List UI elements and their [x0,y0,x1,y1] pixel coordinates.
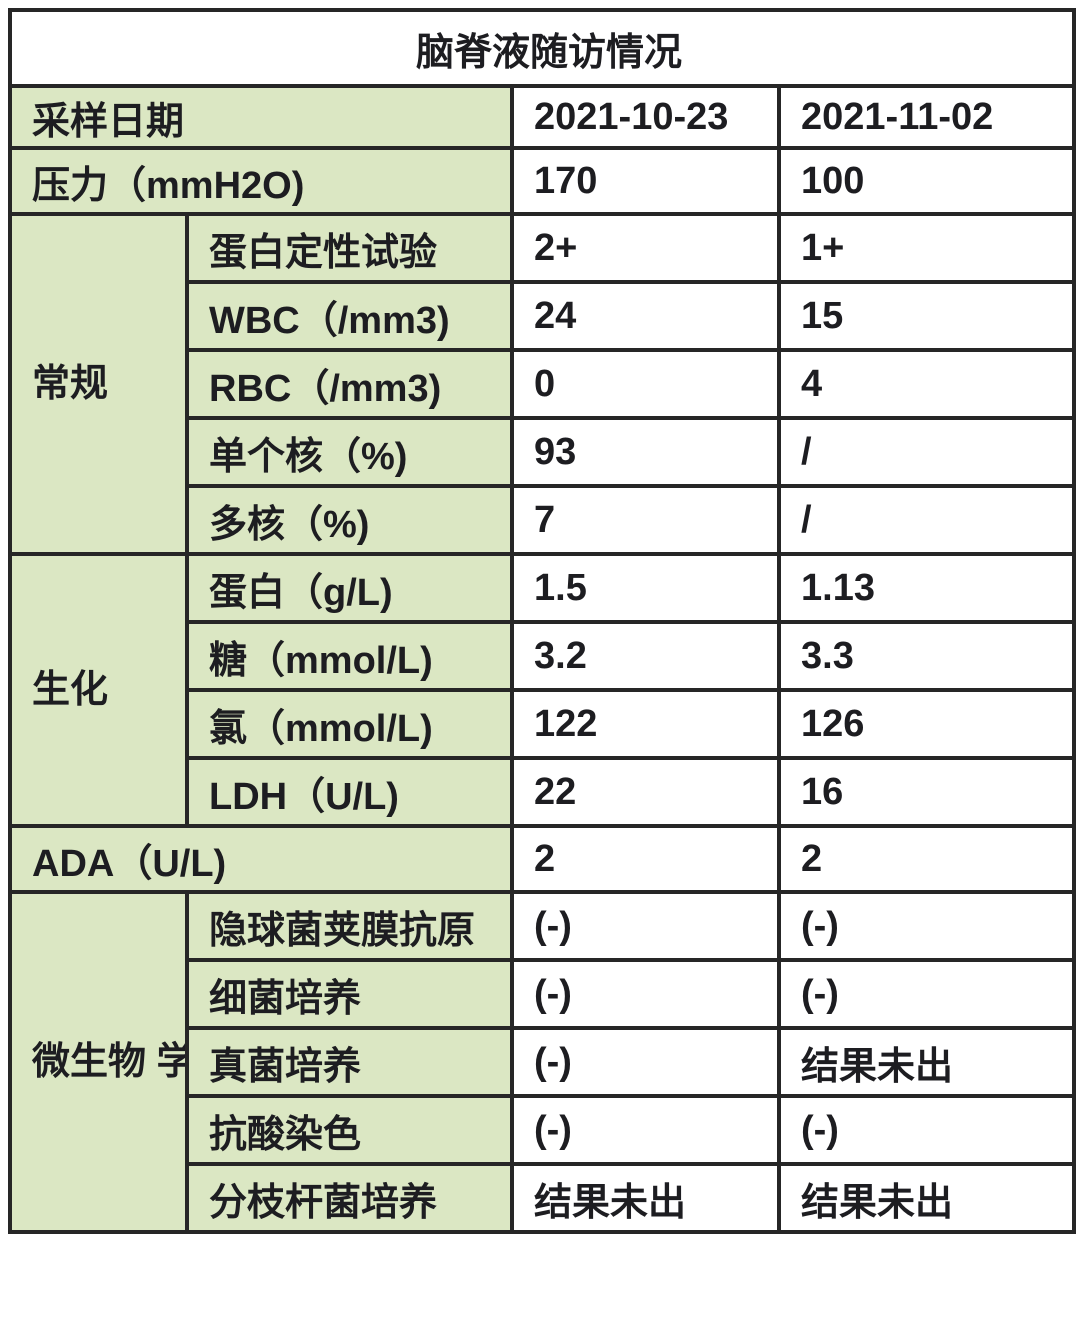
value-cell: 1.5 [510,552,781,624]
row-label-pressure: 压力（mmH2O) [8,146,514,216]
value-cell: / [776,484,1077,556]
value-cell: / [776,416,1077,488]
value-cell: (-) [776,958,1077,1030]
csf-followup-table: 脑脊液随访情况 采样日期 2021-10-23 2021-11-02 压力（mm… [7,8,1077,1234]
ada-value-1: 2 [510,824,781,894]
table-row: 采样日期 2021-10-23 2021-11-02 [8,84,1077,150]
group-label-biochem: 生化 [8,552,189,828]
value-cell: 3.2 [510,620,781,692]
table-row: 多核（%) 7 / [10,484,1077,556]
value-cell: 22 [510,756,781,828]
table-row: 真菌培养 (-) 结果未出 [10,1026,1077,1098]
table-row: 微生物 学检查 隐球菌荚膜抗原 (-) (-) [8,890,1077,1234]
row-label-fungal-culture: 真菌培养 [185,1026,514,1098]
value-cell: 结果未出 [776,1026,1077,1098]
value-cell: (-) [510,1026,781,1098]
value-cell: 1+ [776,212,1077,284]
csf-followup-table-container: 脑脊液随访情况 采样日期 2021-10-23 2021-11-02 压力（mm… [7,8,1077,1234]
row-label-cryptococcal-antigen: 隐球菌荚膜抗原 [185,890,514,962]
table-row: 抗酸染色 (-) (-) [10,1094,1077,1166]
table-row: 压力（mmH2O) 170 100 [8,146,1077,216]
row-label-chloride: 氯（mmol/L) [185,688,514,760]
table-row: ADA（U/L) 2 2 [8,824,1077,894]
table-row: 单个核（%) 93 / [10,416,1077,488]
table-row: 脑脊液随访情况 [7,8,1077,88]
value-cell: 1.13 [776,552,1077,624]
value-cell: (-) [776,1094,1077,1166]
value-cell: 结果未出 [776,1162,1077,1234]
value-cell: 2+ [510,212,781,284]
value-cell: (-) [510,958,781,1030]
table-row: 常规 蛋白定性试验 2+ 1+ [8,212,1077,556]
table-row: RBC（/mm3) 0 4 [10,348,1077,420]
table-row: 生化 蛋白（g/L) 1.5 1.13 [8,552,1077,828]
value-cell: (-) [510,890,781,962]
pressure-value-1: 170 [510,146,781,216]
table-row: 分枝杆菌培养 结果未出 结果未出 [10,1162,1077,1234]
group-label-routine: 常规 [8,212,189,556]
row-label-protein-qualitative: 蛋白定性试验 [185,212,514,284]
table-row: 糖（mmol/L) 3.2 3.3 [10,620,1077,692]
value-cell: 4 [776,348,1077,420]
value-cell: 24 [510,280,781,352]
value-cell: 15 [776,280,1077,352]
row-label-glucose: 糖（mmol/L) [185,620,514,692]
row-label-sampling-date: 采样日期 [8,84,514,150]
sample-date-1: 2021-10-23 [510,84,781,150]
value-cell: 0 [510,348,781,420]
row-label-wbc: WBC（/mm3) [185,280,514,352]
ada-value-2: 2 [776,824,1077,894]
value-cell: 7 [510,484,781,556]
row-label-mononuclear: 单个核（%) [185,416,514,488]
value-cell: 3.3 [776,620,1077,692]
value-cell: 126 [776,688,1077,760]
row-label-rbc: RBC（/mm3) [185,348,514,420]
row-label-ada: ADA（U/L) [8,824,514,894]
row-label-bacterial-culture: 细菌培养 [185,958,514,1030]
value-cell: 93 [510,416,781,488]
group-label-microbiology: 微生物 学检查 [8,890,189,1234]
table-row: 细菌培养 (-) (-) [10,958,1077,1030]
value-cell: (-) [776,890,1077,962]
value-cell: 122 [510,688,781,760]
value-cell: (-) [510,1094,781,1166]
value-cell: 16 [776,756,1077,828]
table-row: 氯（mmol/L) 122 126 [10,688,1077,760]
value-cell: 结果未出 [510,1162,781,1234]
row-label-acid-fast-stain: 抗酸染色 [185,1094,514,1166]
row-label-protein: 蛋白（g/L) [185,552,514,624]
row-label-ldh: LDH（U/L) [185,756,514,828]
table-row: WBC（/mm3) 24 15 [10,280,1077,352]
sample-date-2: 2021-11-02 [776,84,1077,150]
page-title: 脑脊液随访情况 [7,8,1077,88]
row-label-polynuclear: 多核（%) [185,484,514,556]
table-row: LDH（U/L) 22 16 [10,756,1077,828]
pressure-value-2: 100 [776,146,1077,216]
row-label-mycobacterial-culture: 分枝杆菌培养 [185,1162,514,1234]
